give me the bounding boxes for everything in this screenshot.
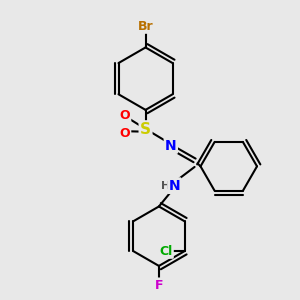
Text: N: N (165, 139, 177, 152)
Text: Br: Br (138, 20, 153, 33)
Text: Cl: Cl (159, 244, 172, 258)
Text: S: S (140, 122, 151, 137)
Text: O: O (119, 109, 130, 122)
Text: F: F (155, 279, 163, 292)
Text: O: O (119, 127, 130, 140)
Text: N: N (169, 179, 180, 193)
Text: H: H (161, 181, 170, 191)
